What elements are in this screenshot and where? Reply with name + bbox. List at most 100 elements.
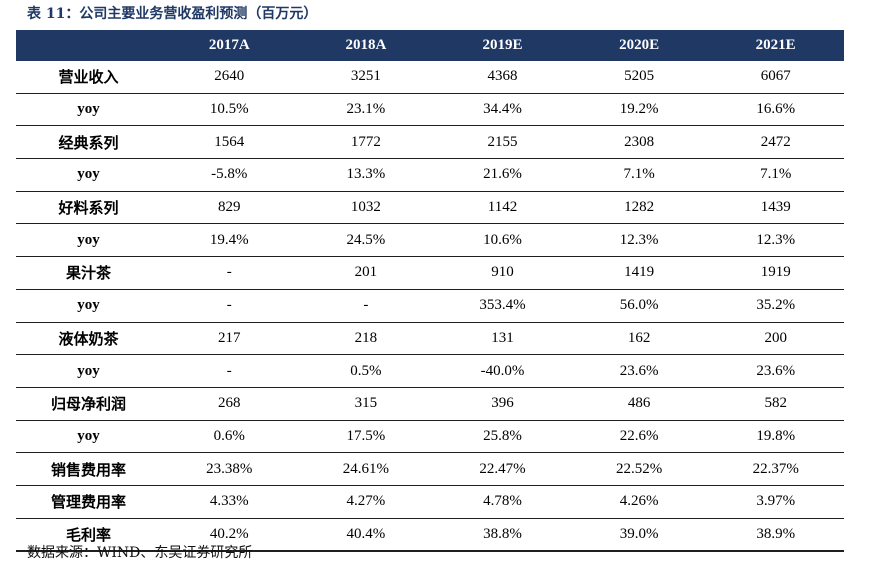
header-cell-2018A: 2018A — [297, 30, 435, 61]
table-cell: 1439 — [707, 191, 844, 225]
row-label: 管理费用率 — [16, 485, 161, 519]
table-cell: 40.2% — [161, 518, 298, 553]
table-cell: 315 — [297, 387, 435, 421]
row-label: yoy — [16, 354, 161, 388]
table-cell: 19.8% — [707, 420, 844, 454]
table-cell: 1919 — [707, 256, 844, 290]
table-cell: 7.1% — [707, 158, 844, 192]
table-cell: 17.5% — [297, 420, 435, 454]
forecast-table: 2017A 2018A 2019E 2020E 2021E 营业收入 2640 32… — [16, 30, 844, 553]
table-cell: 3.97% — [707, 485, 844, 519]
table-cell: 131 — [434, 322, 571, 356]
table-row: yoy -0.5% -40.0% 23.6% 23.6% — [16, 354, 844, 388]
table-cell: 21.6% — [434, 158, 571, 192]
table-cell: 4.78% — [434, 485, 571, 519]
table-cell: 218 — [297, 322, 435, 356]
table-cell: 22.37% — [707, 452, 844, 486]
table-row: yoy -5.8% 13.3% 21.6% 7.1% 7.1% — [16, 158, 844, 192]
table-cell: 217 — [161, 322, 298, 356]
table-row: yoy - -353.4% 56.0% 35.2% — [16, 289, 844, 323]
table-cell: 268 — [161, 387, 298, 421]
table-cell: 200 — [707, 322, 844, 356]
row-label: yoy — [16, 420, 161, 454]
table-row: 液体奶茶 217 218 131 162 200 — [16, 322, 844, 356]
table-cell: 162 — [570, 322, 708, 356]
table-row: yoy 19.4% 24.5% 10.6% 12.3% 12.3% — [16, 223, 844, 258]
table-cell: 56.0% — [570, 289, 708, 323]
table-cell: 23.1% — [297, 93, 435, 127]
table-cell: 1142 — [434, 191, 571, 225]
row-label: 毛利率 — [16, 518, 161, 553]
table-cell: 5205 — [570, 61, 708, 94]
table-cell: - — [161, 289, 298, 323]
table-row: 好料系列 829 1032 1142 1282 1439 — [16, 191, 844, 225]
table-cell: 24.5% — [297, 223, 435, 258]
table-row: 归母净利润 268 315 396 486 582 — [16, 387, 844, 421]
table-body: 营业收入 2640 3251 4368 5205 6067 yoy 10.5% 23.1% 34.… — [16, 61, 844, 553]
table-cell: 0.5% — [297, 354, 435, 388]
row-label: 果汁茶 — [16, 256, 161, 290]
header-cell-2021E: 2021E — [707, 30, 844, 61]
table-cell: -5.8% — [161, 158, 298, 192]
table-title: 表 11：公司主要业务营收盈利预测（百万元） — [27, 6, 318, 22]
table-cell: 22.6% — [570, 420, 708, 454]
table-cell: 829 — [161, 191, 298, 225]
table-cell: 910 — [434, 256, 571, 290]
table-cell: 6067 — [707, 61, 844, 94]
header-cell-2019E: 2019E — [434, 30, 571, 61]
table-cell: - — [161, 256, 298, 290]
row-label: 销售费用率 — [16, 452, 161, 486]
header-cell-0 — [16, 30, 161, 61]
table-cell: 1772 — [297, 125, 435, 160]
table-cell: 12.3% — [570, 223, 708, 258]
table-cell: 35.2% — [707, 289, 844, 323]
table-cell: 353.4% — [434, 289, 571, 323]
table-cell: 40.4% — [297, 518, 435, 553]
table-row: yoy 0.6% 17.5% 25.8% 22.6% 19.8% — [16, 420, 844, 454]
table-cell: 0.6% — [161, 420, 298, 454]
row-label: 归母净利润 — [16, 387, 161, 421]
table-cell: 4.27% — [297, 485, 435, 519]
table-row: 营业收入 2640 3251 4368 5205 6067 — [16, 61, 844, 94]
table-cell: 7.1% — [570, 158, 708, 192]
table-cell: 4.33% — [161, 485, 298, 519]
table-cell: 39.0% — [570, 518, 708, 553]
table-cell: 4368 — [434, 61, 571, 94]
table-cell: 10.5% — [161, 93, 298, 127]
row-label: yoy — [16, 223, 161, 258]
table-cell: -40.0% — [434, 354, 571, 388]
table-cell: 19.2% — [570, 93, 708, 127]
table-cell: 23.6% — [570, 354, 708, 388]
table-cell: 486 — [570, 387, 708, 421]
header-cell-2020E: 2020E — [570, 30, 708, 61]
table-cell: 396 — [434, 387, 571, 421]
row-label: yoy — [16, 289, 161, 323]
table-cell: 22.52% — [570, 452, 708, 486]
header-cell-2017A: 2017A — [161, 30, 298, 61]
table-cell: 38.8% — [434, 518, 571, 553]
table-cell: 25.8% — [434, 420, 571, 454]
row-label: yoy — [16, 158, 161, 192]
row-label: 经典系列 — [16, 125, 161, 160]
table-header-row: 2017A 2018A 2019E 2020E 2021E — [16, 30, 844, 61]
source-note: 数据来源：WIND、东吴证券研究所 — [27, 545, 253, 561]
row-label: 好料系列 — [16, 191, 161, 225]
row-label: 液体奶茶 — [16, 322, 161, 356]
table-row: 销售费用率 23.38% 24.61% 22.47% 22.52% 22.37% — [16, 452, 844, 486]
table-cell: 1032 — [297, 191, 435, 225]
table-cell: 13.3% — [297, 158, 435, 192]
table-cell: 201 — [297, 256, 435, 290]
table-cell: 16.6% — [707, 93, 844, 127]
table-cell: - — [161, 354, 298, 388]
table-cell: 34.4% — [434, 93, 571, 127]
table-cell: 12.3% — [707, 223, 844, 258]
table-row: 毛利率 40.2% 40.4% 38.8% 39.0% 38.9% — [16, 518, 844, 553]
forecast-table-container: 2017A 2018A 2019E 2020E 2021E 营业收入 2640 32… — [16, 30, 844, 553]
table-cell: 2640 — [161, 61, 298, 94]
table-cell: 4.26% — [570, 485, 708, 519]
table-cell: 23.6% — [707, 354, 844, 388]
table-cell: 1419 — [570, 256, 708, 290]
table-cell: 2155 — [434, 125, 571, 160]
table-cell: 1564 — [161, 125, 298, 160]
table-cell: 582 — [707, 387, 844, 421]
